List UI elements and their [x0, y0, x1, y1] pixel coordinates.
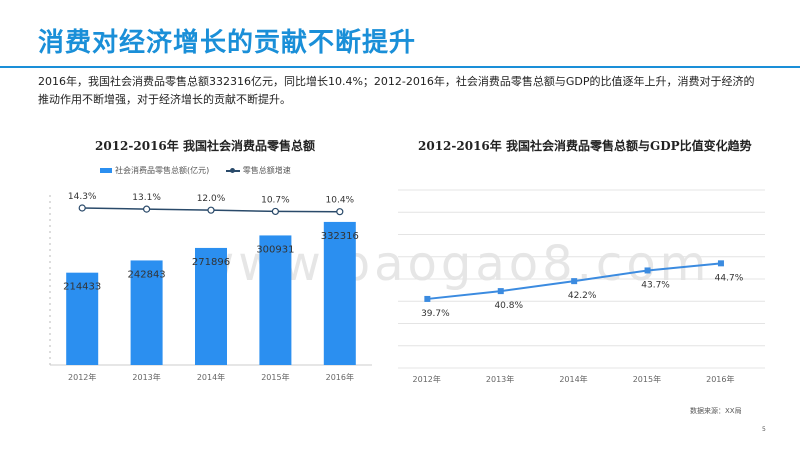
bar-label-4: 332316: [321, 231, 359, 242]
retail-chart-legend: 社会消费品零售总额(亿元) 零售总额增速: [100, 165, 291, 176]
title-divider: [0, 66, 800, 68]
x-tick-label-1: 2013年: [132, 372, 160, 382]
ratio-label-3: 43.7%: [641, 280, 670, 290]
legend-bar-swatch: [100, 168, 112, 173]
retail-chart-title: 2012-2016年 我国社会消费品零售总额: [95, 139, 315, 153]
data-source-note: 数据来源：XX局: [690, 407, 742, 415]
ratio-point-2: [571, 278, 578, 285]
growth-point-4: [336, 208, 344, 216]
bar-4: [323, 221, 356, 365]
bar-0: [66, 272, 99, 365]
page-number: 5: [762, 426, 766, 433]
ratio-point-3: [644, 267, 651, 274]
growth-point-3: [271, 207, 279, 216]
page-description: 2016年，我国社会消费品零售总额332316亿元，同比增长10.4%；2012…: [38, 75, 755, 106]
ratio-x-tick-label-0: 2012年: [413, 374, 441, 384]
growth-point-1: [143, 205, 151, 213]
legend-bar-label: 社会消费品零售总额(亿元): [115, 166, 210, 175]
x-tick-label-4: 2016年: [326, 372, 354, 382]
legend-line-label: 零售总额增速: [242, 166, 291, 175]
ratio-chart-title: 2012-2016年 我国社会消费品零售总额与GDP比值变化趋势: [418, 139, 752, 153]
ratio-point-4: [717, 260, 724, 267]
ratio-x-tick-label-4: 2016年: [706, 374, 734, 384]
growth-label-3: 10.7%: [261, 195, 290, 205]
growth-label-4: 10.4%: [326, 196, 355, 206]
ratio-label-1: 40.8%: [494, 301, 523, 311]
bar-label-0: 214433: [63, 282, 101, 293]
ratio-x-tick-label-2: 2014年: [559, 374, 587, 384]
bar-2: [195, 247, 227, 365]
growth-point-2: [207, 206, 215, 214]
bar-label-2: 271896: [192, 257, 230, 268]
x-tick-label-2: 2014年: [197, 372, 225, 382]
ratio-label-4: 44.7%: [715, 273, 744, 283]
legend-line-swatch: [225, 167, 240, 173]
bar-3: [259, 235, 292, 365]
bar-1: [130, 260, 163, 365]
ratio-point-1: [497, 288, 504, 295]
growth-label-2: 12.0%: [197, 194, 226, 204]
x-tick-label-0: 2012年: [68, 372, 96, 382]
bar-label-3: 300931: [256, 244, 294, 255]
ratio-point-0: [424, 295, 431, 302]
page-title: 消费对经济增长的贡献不断提升: [38, 28, 417, 58]
ratio-label-0: 39.7%: [421, 309, 450, 319]
ratio-x-tick-label-1: 2013年: [486, 374, 514, 384]
growth-label-0: 14.3%: [68, 192, 97, 202]
growth-label-1: 13.1%: [132, 193, 161, 203]
x-tick-label-3: 2015年: [261, 372, 289, 382]
bar-label-1: 242843: [128, 269, 166, 280]
ratio-x-tick-label-3: 2015年: [633, 374, 661, 384]
growth-point-0: [78, 204, 86, 212]
ratio-label-2: 42.2%: [568, 291, 597, 301]
